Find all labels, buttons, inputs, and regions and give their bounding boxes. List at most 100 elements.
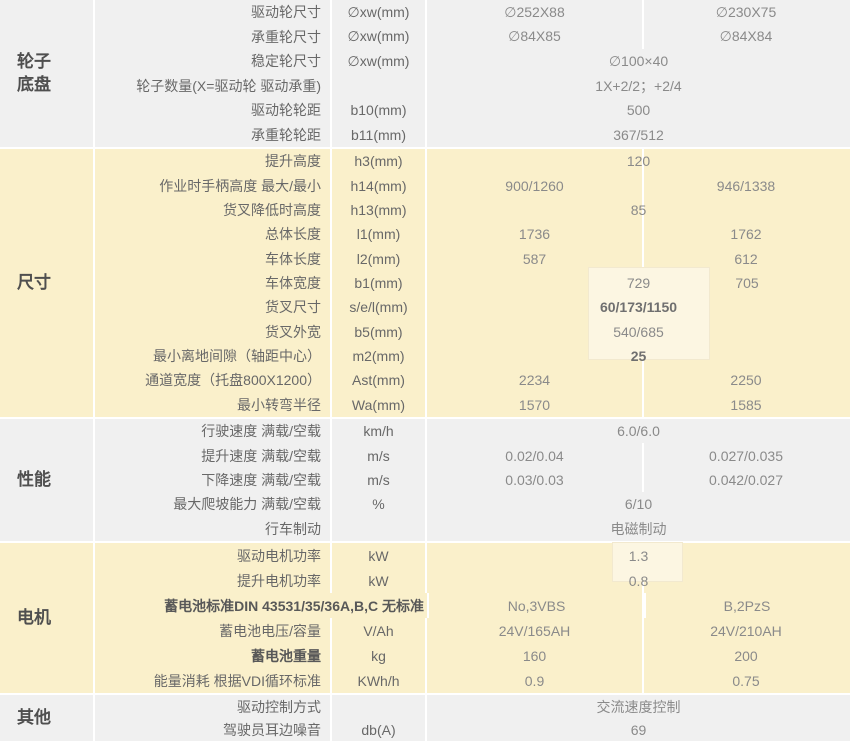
spec-row: 最小离地间隙（轴距中心） m2(mm) 25 <box>95 343 850 369</box>
value-merged: 6/10 <box>624 496 653 513</box>
spec-row: 通道宽度（托盘800X1200） Ast(mm) 2234 2250 <box>95 368 850 393</box>
spec-row: 承重轮轮距 b11(mm) 367/512 <box>95 122 850 147</box>
spec-row: 蓄电池标准DIN 43531/35/36A,B,C 无标准 No,3VBS B,… <box>95 593 850 618</box>
value-cells: 85 <box>427 198 850 222</box>
param-symbol <box>332 516 427 542</box>
param-symbol: l1(mm) <box>332 222 427 247</box>
param-name: 承重轮轮距 <box>95 122 332 147</box>
spec-row: 行车制动 电磁制动 <box>95 516 850 542</box>
param-name: 最大爬坡能力 满载/空载 <box>95 492 332 517</box>
value-model-2: 2250 <box>730 372 762 389</box>
value-cells: No,3VBS B,2PzS <box>429 593 850 618</box>
param-symbol: b10(mm) <box>332 98 427 123</box>
spec-row: 车体宽度 b1(mm) 729 705 <box>95 270 850 296</box>
param-symbol: Ast(mm) <box>332 368 427 393</box>
value-cells: 0.8 <box>427 568 850 593</box>
spec-row: 总体长度 l1(mm) 1736 1762 <box>95 222 850 247</box>
value-cells: 0.9 0.75 <box>427 668 850 693</box>
value-merged: 85 <box>630 201 647 218</box>
spec-row: 驾驶员耳边噪音 db(A) 69 <box>95 718 850 741</box>
value-cells: 6.0/6.0 <box>427 419 850 443</box>
param-symbol: m2(mm) <box>332 343 427 369</box>
param-name: 稳定轮尺寸 <box>95 49 332 74</box>
param-symbol: b11(mm) <box>332 122 427 147</box>
param-name: 通道宽度（托盘800X1200） <box>95 368 332 393</box>
param-symbol: ∅xw(mm) <box>332 24 427 49</box>
value-model-2: 24V/210AH <box>710 622 782 639</box>
param-name: 货叉降低时高度 <box>95 197 332 223</box>
value-model-1: 0.03/0.03 <box>505 472 564 489</box>
param-name: 驱动电机功率 <box>95 543 332 568</box>
param-symbol: b1(mm) <box>332 270 427 296</box>
value-cells: 1736 1762 <box>427 222 850 247</box>
value-merged: 500 <box>626 102 651 119</box>
param-symbol: h14(mm) <box>332 173 427 198</box>
value-cells: ∅84X85 ∅84X84 <box>427 24 850 50</box>
spec-row: 驱动电机功率 kW 1.3 <box>95 543 850 568</box>
param-symbol <box>332 73 427 98</box>
value-cells: 1X+2/2；+2/4 <box>427 74 850 99</box>
param-name: 轮子数量(X=驱动轮 驱动承重) <box>95 73 332 98</box>
param-name: 行车制动 <box>95 516 332 542</box>
param-name: 驱动轮轮距 <box>95 98 332 123</box>
param-symbol: l2(mm) <box>332 246 427 271</box>
value-cells: ∅100×40 <box>427 49 850 74</box>
value-merged: ∅100×40 <box>608 52 669 69</box>
spec-row: 驱动轮尺寸 ∅xw(mm) ∅252X88 ∅230X75 <box>95 0 850 25</box>
param-name: 货叉尺寸 <box>95 295 332 320</box>
param-symbol: kg <box>332 643 427 668</box>
param-symbol: m/s <box>332 443 427 468</box>
spec-row: 行驶速度 满载/空载 km/h 6.0/6.0 <box>95 419 850 444</box>
value-model-2: 0.75 <box>732 672 760 689</box>
value-cells: 540/685 <box>427 320 850 344</box>
param-symbol: KWh/h <box>332 668 427 693</box>
value-model-2: 0.042/0.027 <box>709 472 783 489</box>
value-cells: 587 612 <box>427 246 850 272</box>
spec-row: 货叉尺寸 s/e/l(mm) 60/173/1150 <box>95 295 850 320</box>
value-cells: 0.02/0.04 0.027/0.035 <box>427 443 850 469</box>
value-model-1: 0.02/0.04 <box>505 447 564 464</box>
value-cells: 电磁制动 <box>427 517 850 541</box>
value-model-1: 1736 <box>518 226 551 243</box>
param-name: 承重轮尺寸 <box>95 24 332 49</box>
value-merged: 540/685 <box>613 323 664 340</box>
value-merged: 1X+2/2；+2/4 <box>595 77 682 94</box>
param-symbol: ∅xw(mm) <box>332 0 427 25</box>
section-label: 性能 <box>0 419 95 541</box>
section-label-line: 性能 <box>17 469 51 489</box>
spec-row: 货叉外宽 b5(mm) 540/685 <box>95 319 850 344</box>
param-name: 驾驶员耳边噪音 <box>95 718 332 741</box>
param-symbol: km/h <box>332 419 427 444</box>
spec-row: 车体长度 l2(mm) 587 612 <box>95 246 850 272</box>
param-name: 下降速度 满载/空载 <box>95 467 332 493</box>
param-name: 总体长度 <box>95 222 332 247</box>
spec-row: 承重轮尺寸 ∅xw(mm) ∅84X85 ∅84X84 <box>95 24 850 50</box>
value-model-1: 24V/165AH <box>498 622 571 639</box>
param-symbol: Wa(mm) <box>332 392 427 417</box>
value-cells: 69 <box>427 718 850 741</box>
spec-row: 稳定轮尺寸 ∅xw(mm) ∅100×40 <box>95 49 850 74</box>
param-symbol: V/Ah <box>332 618 427 643</box>
spec-row: 蓄电池重量 kg 160 200 <box>95 643 850 668</box>
value-model-2: 946/1338 <box>716 177 776 194</box>
param-symbol: h13(mm) <box>332 197 427 223</box>
param-name: 提升电机功率 <box>95 568 332 593</box>
value-merged: 60/173/1150 <box>599 299 678 316</box>
spec-row: 轮子数量(X=驱动轮 驱动承重) 1X+2/2；+2/4 <box>95 73 850 99</box>
section-motor: 电机 驱动电机功率 kW 1.3 提升电机功率 kW 0.8 蓄电池标准DIN … <box>0 543 850 695</box>
value-merged: 120 <box>626 153 651 170</box>
param-name: 蓄电池重量 <box>95 643 332 668</box>
value-model-2: 200 <box>734 647 758 664</box>
value-cells: 0.03/0.03 0.042/0.027 <box>427 467 850 493</box>
value-model-2: 1762 <box>730 226 762 243</box>
param-name: 最小转弯半径 <box>95 392 332 417</box>
param-name: 最小离地间隙（轴距中心） <box>95 343 332 369</box>
param-symbol: kW <box>332 568 427 593</box>
param-symbol: h3(mm) <box>332 149 427 174</box>
value-cells: 1570 1585 <box>427 392 850 418</box>
spec-row: 最大爬坡能力 满载/空载 % 6/10 <box>95 492 850 517</box>
section-label: 电机 <box>0 543 95 693</box>
param-symbol: % <box>332 492 427 517</box>
value-model-1: 160 <box>522 647 547 664</box>
spec-row: 作业时手柄高度 最大/最小 h14(mm) 900/1260 946/1338 <box>95 173 850 199</box>
